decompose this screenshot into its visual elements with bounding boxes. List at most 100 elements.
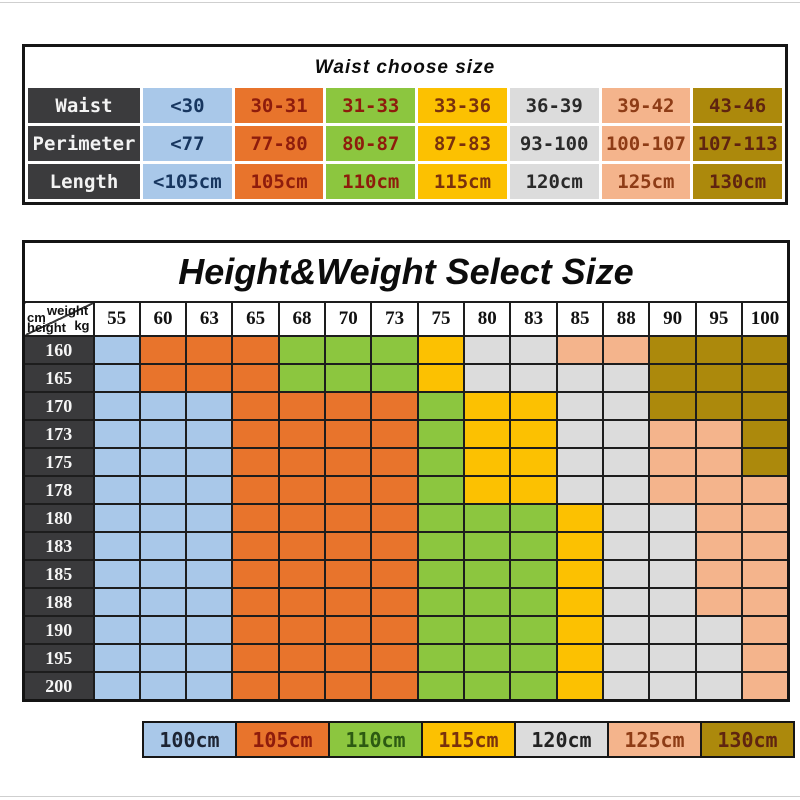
size-grid-cell bbox=[370, 587, 419, 617]
size-grid-cell bbox=[277, 363, 327, 393]
size-grid-cell bbox=[741, 335, 790, 365]
size-grid-cell bbox=[416, 671, 466, 702]
size-grid-cell bbox=[602, 615, 651, 645]
waist-size-table: Waist choose size Waist <30 30-31 31-33 33-3… bbox=[22, 44, 788, 205]
size-grid-cell bbox=[694, 503, 744, 533]
size-grid-cell bbox=[231, 671, 280, 702]
size-grid-cell bbox=[185, 363, 234, 393]
size-grid-cell bbox=[741, 559, 790, 589]
size-grid-cell bbox=[555, 447, 605, 477]
size-grid-cell bbox=[741, 475, 790, 505]
size-grid-cell bbox=[92, 475, 141, 505]
size-grid-cell bbox=[138, 559, 188, 589]
size-grid-cell bbox=[509, 363, 558, 393]
size-grid-cell bbox=[370, 615, 419, 645]
size-grid-cell bbox=[741, 363, 790, 393]
height-row: 175 bbox=[22, 447, 790, 477]
waist-size-cell: 77-80 bbox=[234, 126, 324, 161]
waist-table-row: Perimeter <77 77-80 80-87 87-83 93-100 100-107… bbox=[28, 126, 782, 161]
height-row: 170 bbox=[22, 391, 790, 421]
height-row: 180 bbox=[22, 503, 790, 533]
size-grid-cell bbox=[324, 335, 373, 365]
height-row: 190 bbox=[22, 615, 790, 645]
size-grid-cell bbox=[694, 643, 744, 673]
size-grid-cell bbox=[185, 419, 234, 449]
weight-column-header: 63 bbox=[185, 301, 234, 337]
waist-table-row: Length <105cm 105cm 110cm 115cm 120cm 125cm 130… bbox=[28, 164, 782, 199]
size-grid-cell bbox=[741, 587, 790, 617]
size-grid-cell bbox=[463, 447, 512, 477]
legend-item: 105cm bbox=[235, 721, 330, 758]
size-grid-cell bbox=[463, 475, 512, 505]
size-grid-cell bbox=[231, 335, 280, 365]
size-grid-cell bbox=[231, 391, 280, 421]
size-grid-cell bbox=[509, 475, 558, 505]
size-grid-cell bbox=[92, 419, 141, 449]
legend-item: 115cm bbox=[421, 721, 516, 758]
size-grid-cell bbox=[138, 615, 188, 645]
waist-row-header: Waist bbox=[28, 88, 140, 123]
size-grid-cell bbox=[555, 615, 605, 645]
size-grid-cell bbox=[509, 559, 558, 589]
height-row: 178 bbox=[22, 475, 790, 505]
waist-size-cell: 107-113 bbox=[693, 126, 782, 161]
waist-row-header: Length bbox=[28, 164, 140, 199]
waist-size-cell: <77 bbox=[143, 126, 232, 161]
height-row-header: 183 bbox=[22, 531, 95, 561]
size-grid-cell bbox=[416, 615, 466, 645]
size-grid-cell bbox=[370, 475, 419, 505]
waist-size-cell: 80-87 bbox=[326, 126, 416, 161]
size-grid-cell bbox=[602, 447, 651, 477]
size-grid-cell bbox=[509, 587, 558, 617]
size-grid-cell bbox=[509, 671, 558, 702]
size-grid-cell bbox=[555, 391, 605, 421]
size-grid-cell bbox=[185, 475, 234, 505]
size-grid-cell bbox=[555, 559, 605, 589]
waist-size-cell: 36-39 bbox=[509, 88, 599, 123]
size-grid-cell bbox=[231, 503, 280, 533]
size-grid-cell bbox=[555, 503, 605, 533]
height-row: 160 bbox=[22, 335, 790, 365]
waist-size-cell: <30 bbox=[143, 88, 232, 123]
size-grid-cell bbox=[185, 671, 234, 702]
size-grid-cell bbox=[231, 531, 280, 561]
waist-size-cell: 87-83 bbox=[418, 126, 507, 161]
size-grid-cell bbox=[416, 335, 466, 365]
size-grid-cell bbox=[185, 559, 234, 589]
size-grid-cell bbox=[602, 503, 651, 533]
size-grid-cell bbox=[138, 447, 188, 477]
size-grid-cell bbox=[231, 559, 280, 589]
size-grid-cell bbox=[741, 671, 790, 702]
weight-column-header: 73 bbox=[370, 301, 419, 337]
weight-column-header: 75 bbox=[416, 301, 466, 337]
size-grid-cell bbox=[741, 419, 790, 449]
size-grid-cell bbox=[416, 643, 466, 673]
size-grid-cell bbox=[509, 643, 558, 673]
size-grid-cell bbox=[648, 503, 697, 533]
size-grid-cell bbox=[741, 391, 790, 421]
size-grid-cell bbox=[694, 615, 744, 645]
weight-column-header: 70 bbox=[324, 301, 373, 337]
size-grid-cell bbox=[92, 503, 141, 533]
height-row-header: 195 bbox=[22, 643, 95, 673]
size-grid-cell bbox=[463, 419, 512, 449]
size-grid-cell bbox=[602, 335, 651, 365]
size-grid-cell bbox=[555, 671, 605, 702]
size-grid-cell bbox=[277, 391, 327, 421]
size-grid-cell bbox=[370, 447, 419, 477]
size-grid-cell bbox=[324, 391, 373, 421]
size-grid-cell bbox=[602, 475, 651, 505]
size-legend: 100cm 105cm 110cm 115cm 120cm 125cm 130cm bbox=[142, 721, 795, 758]
waist-table-title: Waist choose size bbox=[314, 56, 496, 78]
size-grid-cell bbox=[416, 531, 466, 561]
size-grid-cell bbox=[602, 559, 651, 589]
size-grid-cell bbox=[324, 559, 373, 589]
waist-size-cell: 43-46 bbox=[693, 88, 782, 123]
size-grid-cell bbox=[277, 615, 327, 645]
size-grid-cell bbox=[138, 335, 188, 365]
size-grid-cell bbox=[277, 531, 327, 561]
size-grid-cell bbox=[509, 335, 558, 365]
size-grid-cell bbox=[555, 419, 605, 449]
height-row: 195 bbox=[22, 643, 790, 673]
size-grid-cell bbox=[138, 531, 188, 561]
